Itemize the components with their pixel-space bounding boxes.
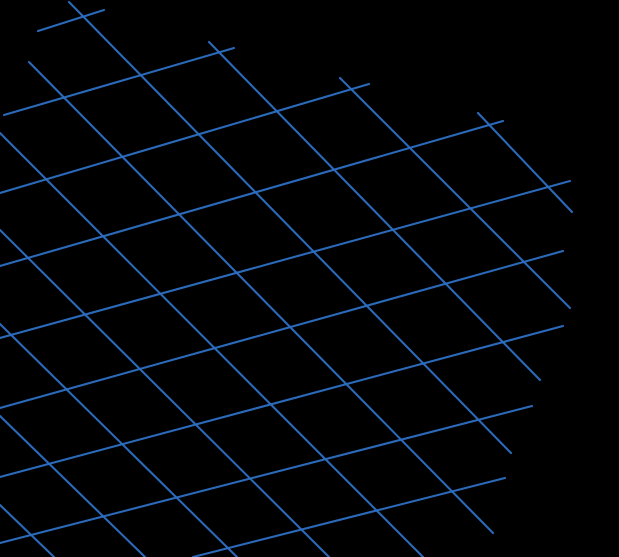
grid-line-steep-7	[207, 40, 542, 382]
grid-line-shallow-0	[36, 8, 106, 33]
grid-line-steep-0	[0, 503, 56, 557]
grid-line-shallow-8	[191, 476, 507, 557]
grid-line-steep-1	[0, 414, 147, 557]
grid-line-steep-4	[0, 131, 425, 557]
grid-line-shallow-1	[2, 46, 236, 117]
grid-line-shallow-7	[0, 404, 534, 545]
grid-line-steep-2	[0, 322, 239, 557]
grid-line-shallow-4	[0, 179, 572, 340]
grid-line-shallow-5	[0, 249, 565, 410]
grid-line-steep-3	[0, 228, 331, 557]
grid-line-shallow-6	[0, 324, 565, 479]
grid-line-steep-5	[27, 60, 495, 535]
grid-line-shallow-2	[0, 82, 371, 195]
grid-line-steep-6	[67, 0, 513, 455]
grid-line-steep-9	[476, 111, 574, 214]
grid-line-steep-8	[338, 76, 572, 310]
grid-line-shallow-3	[0, 119, 505, 268]
